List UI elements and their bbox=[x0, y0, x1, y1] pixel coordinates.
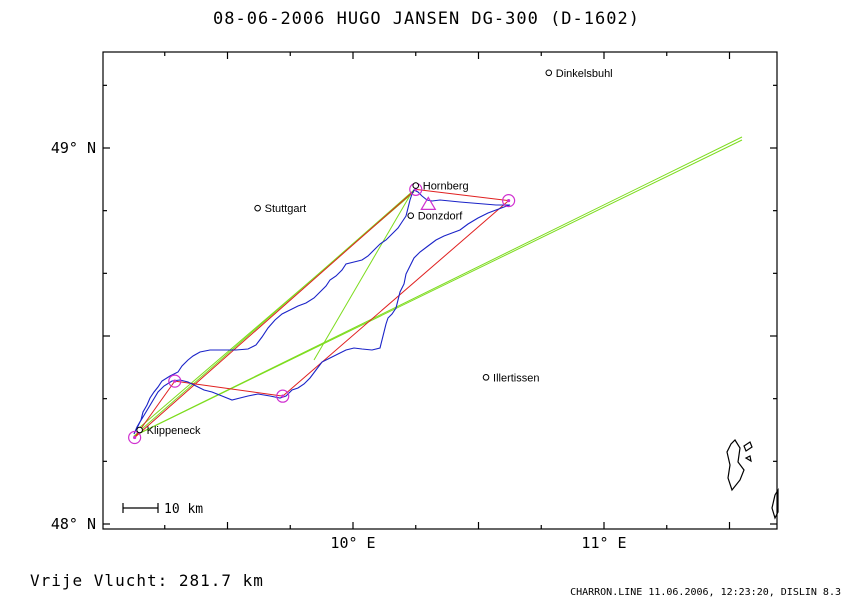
longitude-labels: 10° E 11° E bbox=[330, 534, 626, 552]
longitude-label: 10° E bbox=[330, 534, 375, 552]
turnpoint-dot-icon bbox=[507, 199, 511, 203]
flight-track bbox=[133, 189, 511, 435]
town-markers: Dinkelsbuhl Hornberg Donzdorf Stuttgart Ille… bbox=[136, 68, 613, 437]
green-leg bbox=[313, 191, 413, 361]
turnpoint-circle-icon bbox=[276, 389, 290, 403]
turnpoint-dot-icon bbox=[133, 435, 137, 440]
latitude-labels: 49° N 48° N bbox=[51, 139, 96, 533]
town-marker-icon bbox=[545, 69, 553, 77]
credit-line: CHARRON.LINE 11.06.2006, 12:23:20, DISLI… bbox=[570, 587, 841, 598]
town-label: Stuttgart bbox=[265, 203, 307, 215]
green-leg bbox=[133, 139, 743, 437]
town-marker-icon bbox=[254, 204, 261, 212]
longitude-label: 11° E bbox=[581, 534, 626, 552]
town-marker-icon bbox=[407, 212, 415, 219]
axis-ticks bbox=[103, 52, 777, 529]
turnpoint-circle-icon bbox=[168, 374, 182, 388]
town-label: Illertissen bbox=[493, 372, 539, 384]
task-leg bbox=[174, 380, 283, 397]
town-marker-icon bbox=[136, 426, 143, 434]
latitude-label: 48° N bbox=[51, 515, 96, 533]
map-frame bbox=[102, 51, 778, 530]
turnpoint-dot-icon bbox=[173, 379, 177, 383]
task-leg bbox=[134, 188, 417, 438]
task-legs bbox=[134, 188, 509, 438]
lake-shapes bbox=[726, 439, 779, 520]
latitude-label: 49° N bbox=[51, 139, 96, 157]
turnpoint-markers bbox=[128, 182, 516, 445]
turnpoint-circle-icon bbox=[502, 194, 516, 208]
town-label: Klippeneck bbox=[147, 425, 201, 437]
flight-title: 08-06-2006 HUGO JANSEN DG-300 (D-1602) bbox=[213, 9, 640, 29]
scale-bar-label: 10 km bbox=[164, 502, 203, 517]
scale-bar: 10 km bbox=[122, 502, 203, 517]
town-label: Hornberg bbox=[423, 181, 469, 193]
distance-readout: Vrije Vlucht: 281.7 km bbox=[30, 571, 264, 590]
task-leg bbox=[415, 188, 509, 202]
turnpoint-dot-icon bbox=[281, 394, 285, 398]
green-legs bbox=[133, 136, 743, 437]
green-leg bbox=[133, 189, 415, 437]
town-marker-icon bbox=[412, 182, 420, 189]
town-marker-icon bbox=[482, 374, 490, 381]
start-triangle-icon bbox=[420, 196, 437, 210]
town-label: Donzdorf bbox=[418, 211, 464, 223]
turnpoint-circle-icon bbox=[128, 430, 142, 445]
town-label: Dinkelsbuhl bbox=[556, 68, 613, 80]
